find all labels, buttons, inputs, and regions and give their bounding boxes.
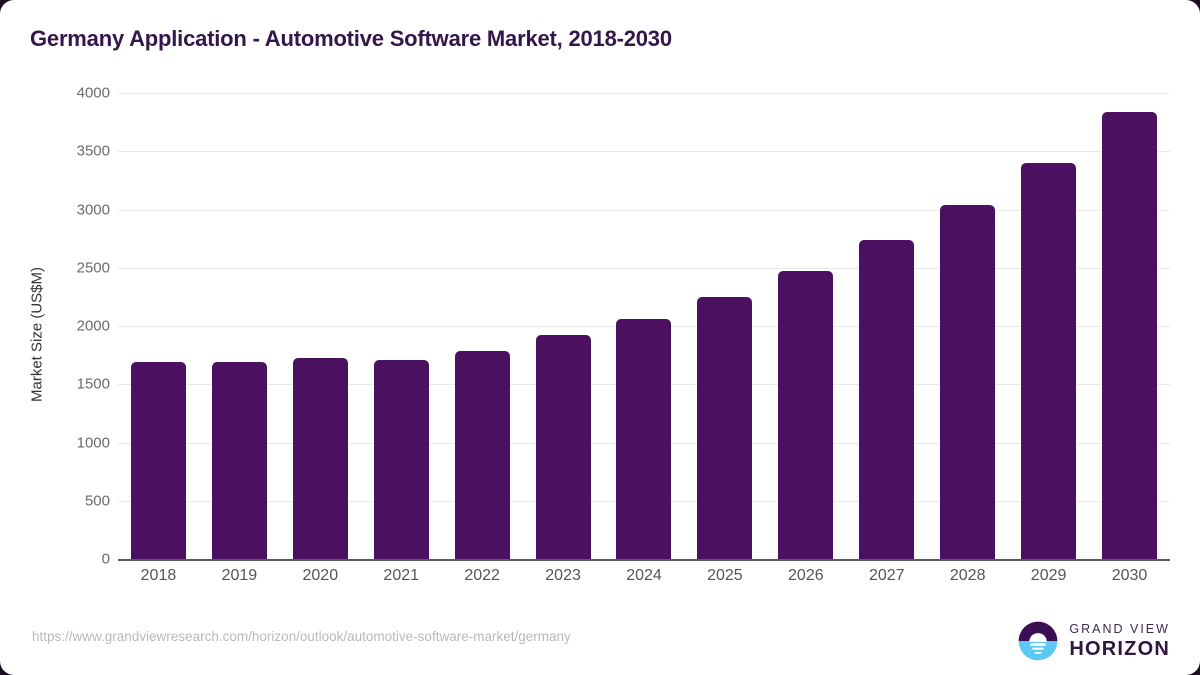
y-axis-tick-label: 2500 — [76, 259, 110, 277]
bar[interactable] — [211, 362, 267, 559]
bar[interactable] — [454, 351, 510, 559]
bar-slot: 2028 — [927, 93, 1008, 584]
x-axis-tick-label: 2030 — [1111, 567, 1148, 584]
brand-logo: GRAND VIEW HORIZON — [1016, 618, 1170, 664]
y-axis-tick-label: 3500 — [76, 142, 110, 160]
x-axis-tick-label: 2023 — [545, 567, 581, 584]
x-axis-tick-label: 2021 — [383, 567, 420, 584]
bar[interactable] — [130, 362, 186, 559]
bar-slot: 2023 — [523, 93, 604, 584]
x-axis-tick-label: 2029 — [1030, 567, 1067, 584]
bar-slot: 2021 — [361, 93, 442, 584]
bar-slot: 2030 — [1089, 93, 1170, 584]
bar-slot: 2022 — [442, 93, 523, 584]
x-axis-tick-label: 2024 — [626, 567, 662, 584]
bar[interactable] — [940, 204, 996, 559]
y-axis-tick-label: 1000 — [76, 434, 110, 451]
bar-series: 2018 2019 2020 2021 2022 2023 2024 2025 2026 2027… — [118, 93, 1170, 584]
bar-slot: 2029 — [1008, 93, 1089, 584]
bar-slot: 2027 — [846, 93, 927, 584]
y-axis-tick-label: 3000 — [76, 201, 110, 218]
bar[interactable] — [373, 360, 429, 559]
y-axis-tick-label: 500 — [84, 492, 110, 510]
bar[interactable] — [292, 358, 348, 559]
bar[interactable] — [697, 297, 753, 559]
x-axis-tick-label: 2020 — [302, 567, 339, 584]
x-axis-tick-label: 2026 — [788, 567, 824, 584]
gridline — [118, 93, 1170, 94]
x-axis-tick-label: 2028 — [949, 567, 986, 584]
logo-text-horizon: HORIZON — [1069, 638, 1170, 661]
bar-slot: 2020 — [280, 93, 361, 584]
logo-text-grand-view: GRAND VIEW — [1069, 621, 1170, 636]
bar-slot: 2024 — [604, 93, 685, 584]
bar-slot: 2018 — [118, 93, 199, 584]
bar[interactable] — [778, 271, 834, 559]
bar[interactable] — [616, 319, 672, 559]
bar[interactable] — [1102, 112, 1158, 559]
gridline — [118, 209, 1170, 211]
y-axis-tick-label: 0 — [101, 550, 110, 568]
source-url[interactable]: https://www.grandviewresearch.com/horizo… — [32, 629, 571, 644]
x-axis-tick-label: 2025 — [707, 567, 743, 584]
y-axis-tick-label: 1500 — [76, 375, 110, 393]
x-axis-tick-label: 2018 — [140, 567, 177, 584]
x-axis-tick-label: 2027 — [868, 567, 905, 584]
bar-slot: 2026 — [765, 93, 846, 584]
gridline — [118, 151, 1170, 153]
bar[interactable] — [535, 335, 591, 559]
y-axis-tick-label: 4000 — [76, 84, 110, 102]
x-axis-tick-label: 2022 — [464, 567, 500, 584]
horizon-circle-logo-icon — [1019, 621, 1058, 661]
logo-wordmark: GRAND VIEW HORIZON — [1069, 623, 1170, 660]
bar[interactable] — [1021, 163, 1077, 559]
y-axis-tick-labels: 0 500 1000 1500 2000 2500 3000 3500 4000 — [40, 0, 110, 675]
x-axis-tick-label: 2019 — [221, 567, 258, 584]
bar[interactable] — [859, 240, 915, 559]
y-axis-tick-label: 2000 — [76, 317, 110, 335]
x-axis-line — [118, 559, 1170, 561]
page-title: Germany Application - Automotive Softwar… — [30, 26, 672, 51]
bar-slot: 2025 — [684, 93, 765, 584]
gridline — [118, 267, 1170, 269]
bar-slot: 2019 — [199, 93, 280, 584]
